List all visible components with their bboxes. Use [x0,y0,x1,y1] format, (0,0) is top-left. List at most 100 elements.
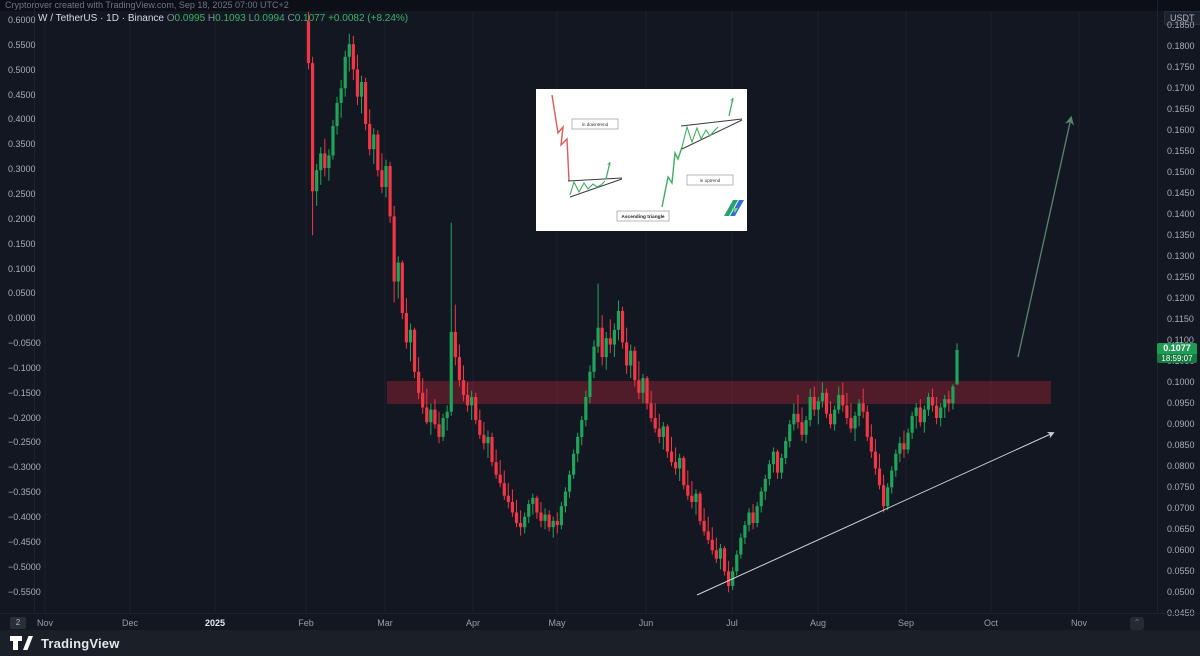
candle-body [527,504,531,517]
candle-body [547,514,551,528]
candle-body [694,493,698,502]
inset-background [536,89,747,231]
pane-index-badge[interactable]: 2 [10,617,26,629]
candle-body [421,392,425,408]
open-label: O [166,13,175,24]
candle-body [939,407,943,418]
time-axis-label[interactable]: Feb [298,618,314,628]
left-axis-label: 0.2500 [8,188,36,199]
projection-arrow[interactable] [1017,115,1074,358]
candle-body [388,166,392,217]
candle-body [351,44,355,70]
left-axis-label: 0.5000 [8,64,36,75]
candle-body [535,497,539,513]
right-axis-label: 0.1450 [1167,188,1195,199]
candle-body [702,520,706,532]
drawings-layer[interactable] [696,115,1074,596]
right-axis-label: 0.0650 [1167,524,1195,535]
candle-body [625,342,629,366]
candle-body [523,516,527,528]
left-price-axis[interactable]: 0.6000 0.5500 0.5000 0.4500 0.4000 0.3500 0.30… [0,0,41,613]
time-axis-label[interactable]: Mar [377,618,393,628]
candle-body [841,394,845,406]
candle-body [849,418,853,429]
right-axis-label: 0.1000 [1167,377,1195,388]
candle-body [580,420,584,437]
currency-chip[interactable]: USDT [1164,11,1200,25]
candle-body [559,506,563,526]
candle-body [780,457,784,473]
right-axis-label: 0.0900 [1167,419,1195,430]
time-axis-label[interactable]: Nov [1070,618,1088,628]
symbol-info-bar[interactable]: W / TetherUS · 1D · Binance O0.0995 H0.1… [38,13,408,24]
time-axis-label[interactable]: Oct [983,618,999,628]
uptrend-label: in uptrend [700,178,721,183]
candle-body [800,422,804,435]
candle-body [792,413,796,425]
time-axis-label[interactable]: Aug [809,618,827,628]
candle-body [943,399,947,408]
time-axis-label[interactable]: Jul [726,618,738,628]
left-axis-label: 0.0500 [8,288,36,299]
candle-body [881,485,886,507]
candle-body [739,537,743,555]
time-axis-label[interactable]: Dec [121,618,139,628]
candle-body [869,436,873,452]
candle-body [751,512,755,523]
time-axis-label[interactable]: May [548,618,566,628]
left-breakout-arrowhead [606,162,611,166]
broker-logo-icon [724,200,744,216]
candle-body [584,397,588,421]
candle-body [914,407,918,416]
time-axis-label[interactable]: Apr [465,618,481,628]
left-axis-label: −0.3000 [8,462,41,473]
candle-body [784,441,788,458]
left-axis-label: 0.1500 [8,238,36,249]
month-gridlines [44,11,1080,613]
left-axis-label: 0.3500 [8,139,36,150]
candle-body [531,497,535,505]
symbol-title[interactable]: W / TetherUS · 1D · Binance [38,13,164,24]
left-axis-label: −0.3500 [8,487,41,498]
time-axis[interactable]: 2 ⌃ Nov Dec 2025 Feb Mar Apr May Jun Jul Aug Sep Oc… [0,613,1200,633]
candle-body [714,550,718,559]
tradingview-logo-icon[interactable] [9,634,33,652]
candle-body [633,350,637,381]
candle-body [653,418,657,429]
candle-body [461,380,466,395]
candle-body [812,397,816,410]
right-axis-label: 0.0850 [1167,440,1195,451]
candle-body [767,464,771,479]
candle-body [926,397,931,410]
time-axis-label[interactable]: Sep [897,618,915,628]
right-axis-label: 0.1550 [1167,146,1195,157]
time-axis-label[interactable]: 2025 [204,618,226,628]
right-axis-label: 0.1300 [1167,251,1195,262]
candle-body [673,462,678,469]
candle-body [755,506,759,523]
candle-body [686,485,690,496]
time-axis-label[interactable]: Jun [638,618,654,628]
candle-body [947,399,951,404]
resistance-zone-rect[interactable] [387,381,1051,404]
left-axis-label: 0.0000 [8,313,36,324]
right-triangle-waves [681,125,719,148]
left-axis-label: 0.2000 [8,213,36,224]
candle-body [722,548,727,572]
time-axis-settings-icon[interactable]: ⌃ [1130,617,1144,630]
candle-body [898,443,902,454]
right-price-axis[interactable]: USDT 0.1850 0.1800 0.1750 0.1700 0.1650 0.160… [1157,0,1200,618]
candle-body [877,468,882,486]
candle-body [319,153,323,171]
resistance-zone[interactable] [387,381,1051,404]
left-triangle-resistance [567,177,623,182]
time-axis-label[interactable]: Nov [36,618,54,628]
right-triangle-resistance [680,118,743,127]
candle-body [502,483,506,496]
trendline-arrow[interactable] [696,431,1055,596]
candle-body [930,397,935,406]
close-value: 0.1077 [294,13,326,24]
candle-body [563,491,568,507]
tradingview-brand[interactable]: TradingView [41,635,120,651]
